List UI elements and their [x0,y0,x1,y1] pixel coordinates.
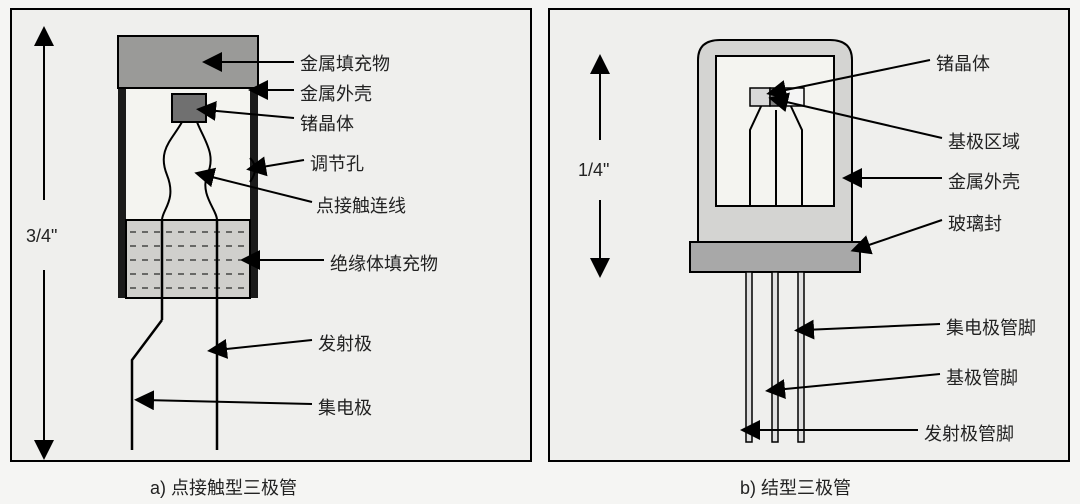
label-insulator: 绝缘体填充物 [330,250,438,276]
label-glass-seal: 玻璃封 [948,210,1002,236]
label-germanium-a: 锗晶体 [300,110,354,136]
panel-b-svg [550,10,1072,464]
label-adjust-hole: 调节孔 [310,150,364,176]
panel-a-svg [12,10,534,464]
dim-a: 3/4" [26,226,57,247]
label-point-contact: 点接触连线 [316,192,406,218]
label-collector-a: 集电极 [318,394,372,420]
label-metal-fill: 金属填充物 [300,50,390,76]
label-emitter-a: 发射极 [318,330,372,356]
dim-b: 1/4" [578,160,609,181]
label-collector-pin: 集电极管脚 [946,314,1036,340]
label-emitter-pin: 发射极管脚 [924,420,1014,446]
label-metal-case-b: 金属外壳 [948,168,1020,194]
panel-b: 1/4" 锗晶体 基极区域 金属外壳 玻璃封 集电极管脚 基极管脚 发射极管脚 [548,8,1070,462]
caption-a: a) 点接触型三极管 [150,474,297,500]
caption-b: b) 结型三极管 [740,474,851,500]
label-base-pin: 基极管脚 [946,364,1018,390]
label-base-region: 基极区域 [948,128,1020,154]
label-germanium-b: 锗晶体 [936,50,990,76]
label-metal-case-a: 金属外壳 [300,80,372,106]
panel-a: 3/4" 金属填充物 金属外壳 锗晶体 调节孔 点接触连线 绝缘体填充物 发射极… [10,8,532,462]
